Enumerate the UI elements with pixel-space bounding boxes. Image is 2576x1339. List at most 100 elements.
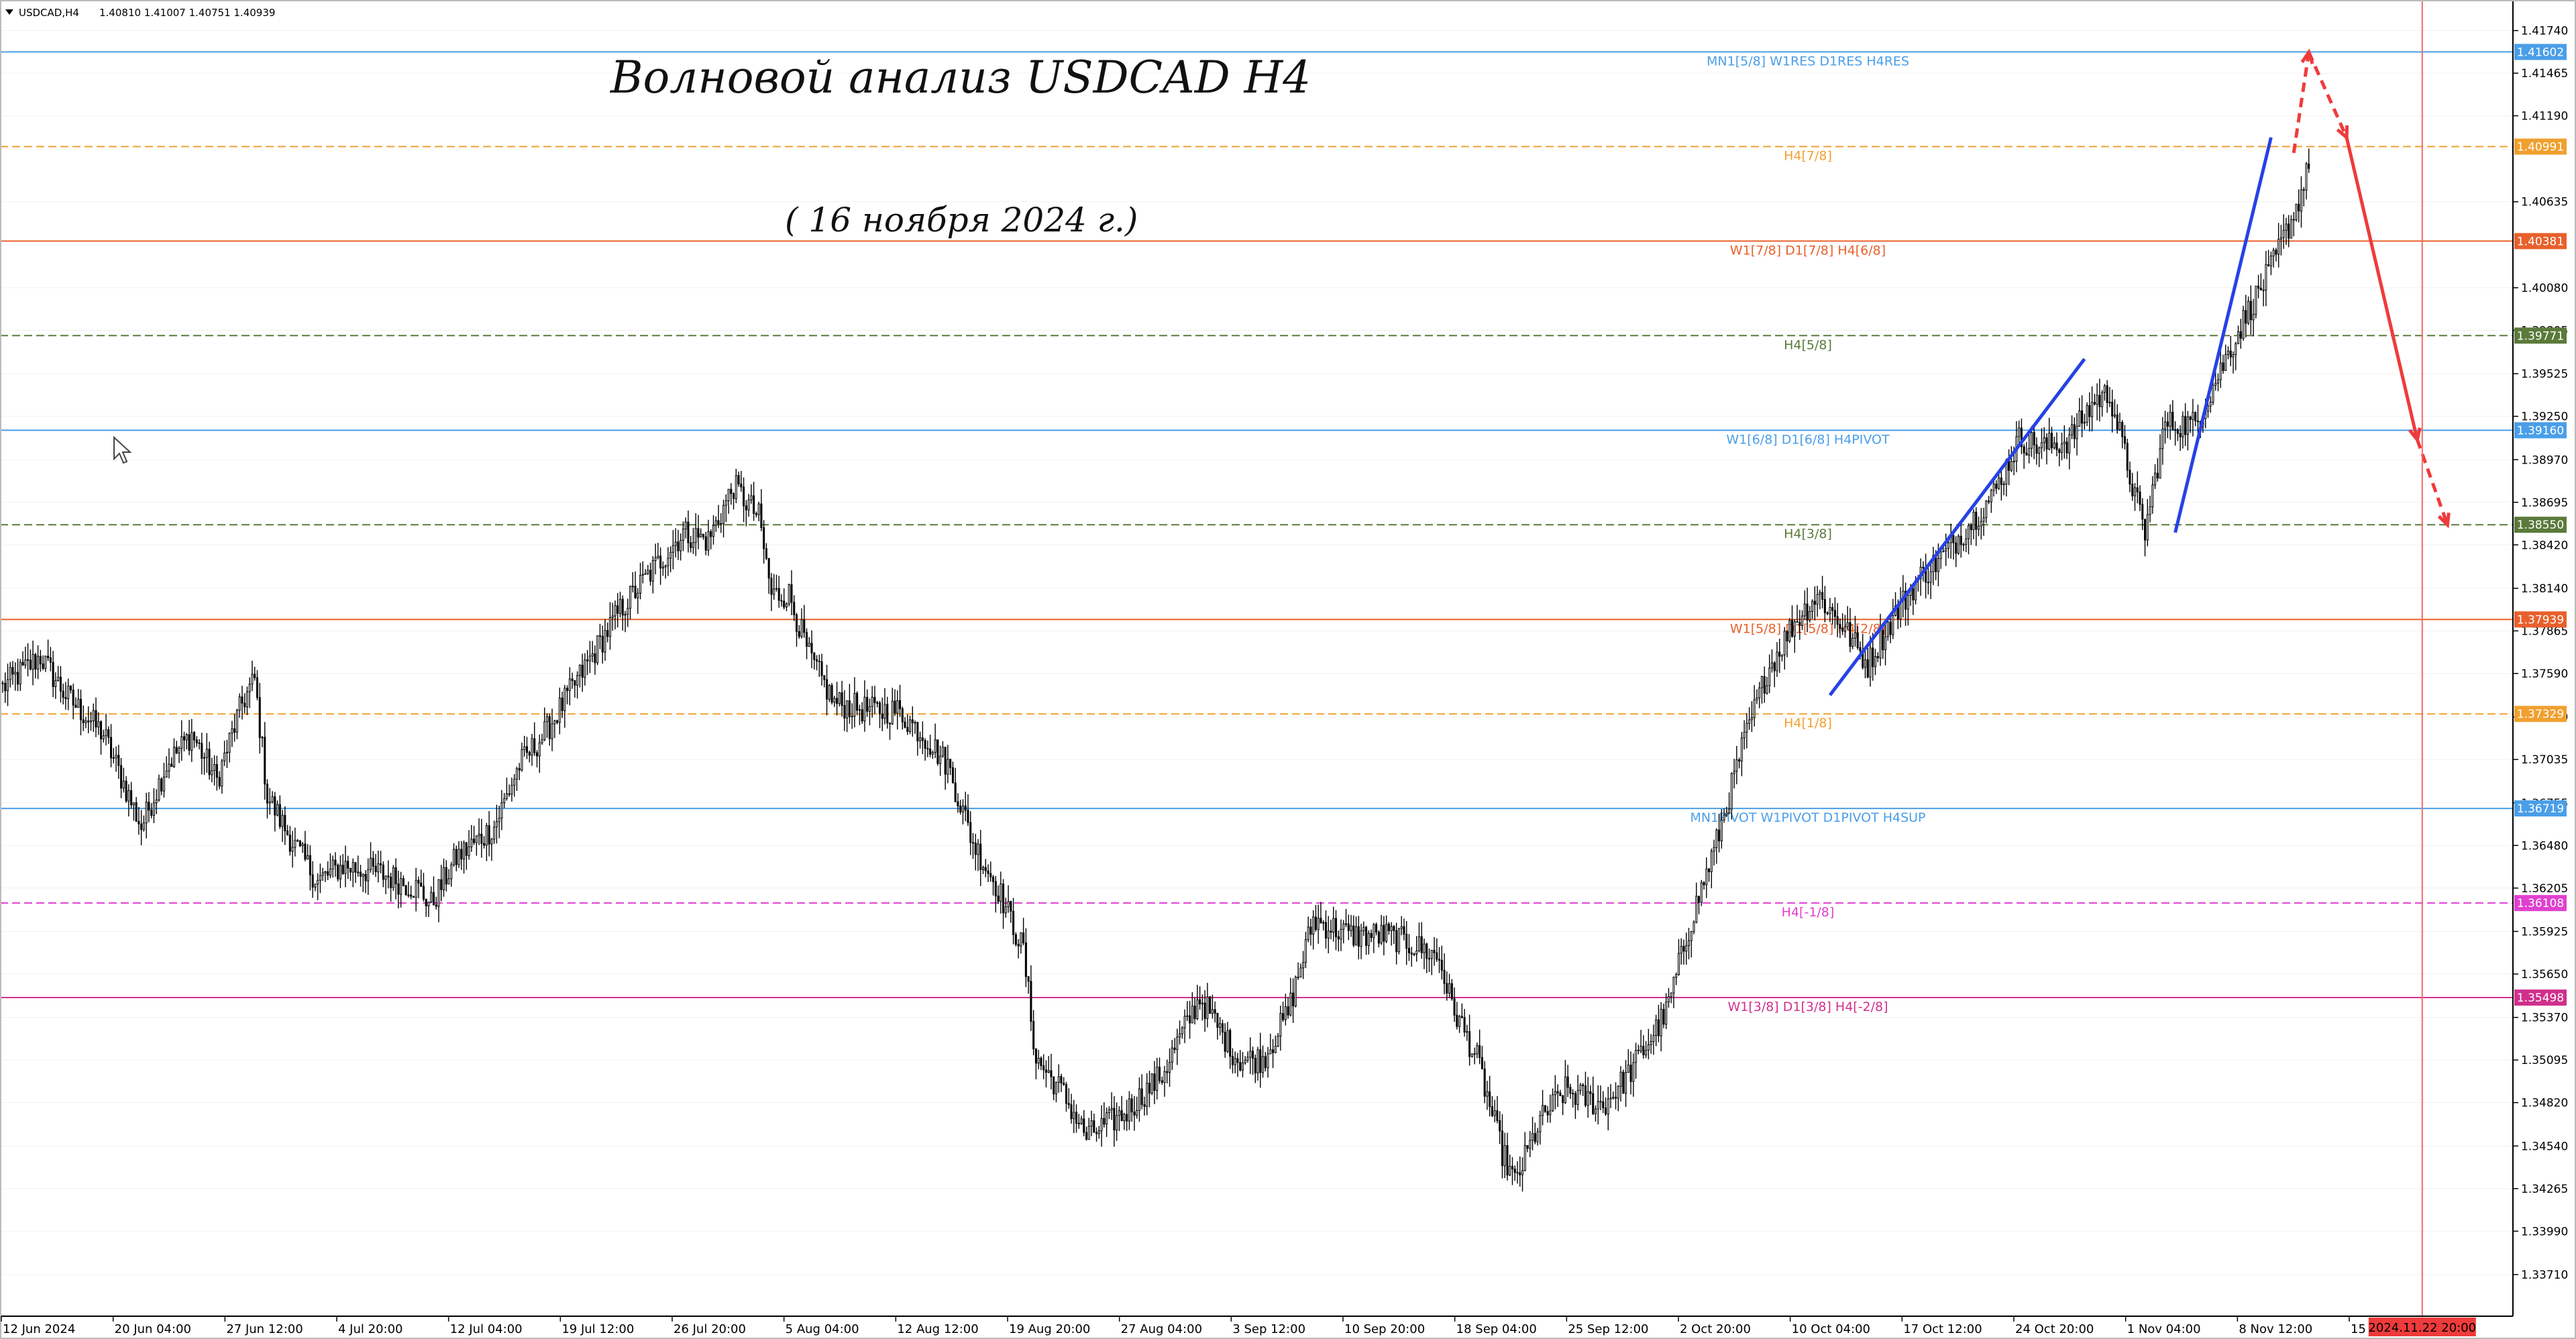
candle-body	[2040, 442, 2043, 449]
candle-body	[1209, 996, 1212, 1014]
candle-body	[538, 742, 541, 757]
candle-body	[59, 676, 62, 692]
candle-body	[2093, 402, 2096, 405]
candle-body	[162, 776, 165, 792]
level-label: MN1PIVOT W1PIVOT D1PIVOT H4SUP	[1690, 810, 1925, 825]
dropdown-triangle-icon[interactable]	[5, 9, 13, 15]
candle-body	[898, 700, 902, 710]
candle-body	[1390, 926, 1393, 931]
candle-body	[1614, 1096, 1617, 1099]
candle-body	[949, 759, 952, 768]
candle-body	[710, 531, 712, 537]
candle-body	[561, 698, 564, 711]
candle-body	[1534, 1133, 1536, 1142]
level-price-tag	[2514, 611, 2567, 628]
candle-body	[178, 748, 180, 754]
candle-body	[651, 560, 654, 582]
candle-body	[1519, 1172, 1521, 1175]
candle-body	[47, 655, 50, 658]
candle-body	[1256, 1049, 1259, 1074]
candle-body	[1032, 1021, 1035, 1050]
x-tick-label: 19 Jul 12:00	[561, 1322, 634, 1336]
candle-body	[417, 879, 420, 883]
candle-body	[843, 705, 846, 718]
candle-body	[39, 655, 42, 665]
candle-body	[473, 839, 476, 843]
candle-body	[382, 864, 384, 880]
candle-body	[1473, 1053, 1476, 1055]
candle-body	[1367, 932, 1370, 946]
candle-body	[659, 555, 662, 569]
candle-body	[1214, 1009, 1216, 1014]
candle-body	[545, 716, 549, 722]
candle-body	[1004, 906, 1007, 914]
candle-body	[1377, 932, 1380, 944]
candle-body	[1965, 538, 1968, 545]
candle-body	[2186, 416, 2189, 435]
candle-body	[1330, 930, 1332, 933]
candle-body	[2164, 421, 2167, 430]
candle-body	[1831, 606, 1834, 611]
candle-body	[422, 886, 425, 900]
candle-body	[1559, 1092, 1562, 1097]
candle-body	[553, 720, 556, 725]
candle-body	[785, 603, 788, 608]
candle-body	[1907, 595, 1909, 610]
candle-body	[1262, 1056, 1265, 1073]
candle-body	[533, 738, 536, 753]
candle-body	[1161, 1080, 1163, 1083]
candle-body	[727, 488, 730, 502]
y-tick-label: 1.40080	[2521, 282, 2568, 295]
candle-body	[743, 486, 745, 506]
candle-body	[2078, 410, 2081, 427]
candle-body	[873, 696, 876, 703]
candle-body	[1713, 847, 1715, 852]
candle-body	[1884, 636, 1887, 651]
candle-body	[1468, 1031, 1471, 1057]
candle-body	[2245, 310, 2247, 324]
candle-body	[2149, 506, 2151, 515]
candle-body	[37, 655, 40, 670]
candle-body	[1572, 1093, 1574, 1095]
level-label: H4[1/8]	[1784, 716, 1832, 731]
candles	[1, 148, 2310, 1192]
candle-body	[1133, 1112, 1136, 1116]
candle-body	[258, 697, 261, 739]
candle-body	[1687, 940, 1690, 947]
candle-body	[770, 578, 773, 595]
candle-body	[1629, 1065, 1632, 1082]
candle-body	[984, 867, 987, 871]
candle-body	[6, 679, 9, 692]
cursor-time-tag	[2368, 1318, 2476, 1336]
candle-body	[317, 879, 319, 885]
candle-body	[89, 720, 93, 722]
candle-body	[2048, 433, 2051, 450]
candle-body	[954, 782, 957, 802]
candle-body	[115, 755, 117, 758]
time-axis: 12 Jun 2024 20 Jun 04:00 27 Jun 12:00 4 Jul…	[1, 1316, 2476, 1336]
candle-body	[2018, 427, 2021, 437]
candle-body	[1324, 922, 1327, 939]
level-price-tag	[2514, 138, 2567, 155]
candle-body	[274, 796, 276, 816]
candle-body	[551, 723, 553, 739]
candle-body	[868, 706, 871, 712]
candle-body	[248, 684, 251, 692]
candle-body	[215, 763, 218, 778]
candle-body	[49, 657, 52, 663]
candle-body	[1022, 932, 1025, 944]
candle-body	[763, 527, 765, 549]
candle-body	[1506, 1145, 1509, 1176]
candle-body	[1876, 656, 1879, 659]
candle-body	[2025, 452, 2028, 456]
candle-body	[2257, 285, 2260, 289]
candle-body	[1584, 1085, 1587, 1106]
candle-body	[916, 722, 919, 742]
candle-body	[2308, 163, 2310, 169]
candle-body	[1312, 916, 1315, 935]
candle-body	[919, 737, 922, 742]
x-tick-label: 12 Jul 04:00	[450, 1322, 523, 1336]
candle-body	[775, 588, 777, 590]
ohlc-values: 1.40810 1.41007 1.40751 1.40939	[99, 7, 275, 19]
